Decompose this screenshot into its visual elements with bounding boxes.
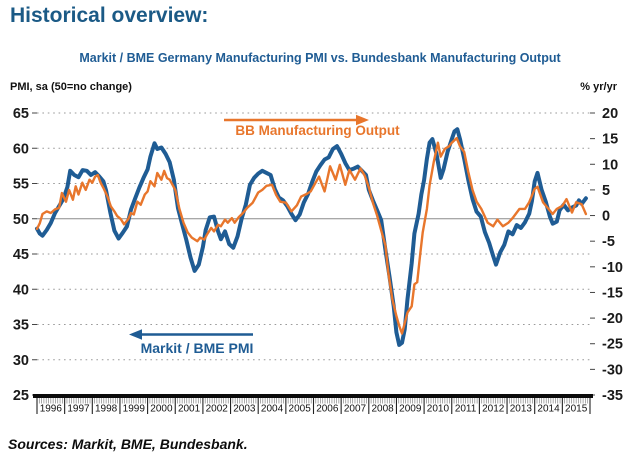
x-tick-label: 2001 (178, 404, 201, 415)
annotation-arrows (129, 114, 369, 340)
x-tick-label: 1996 (40, 404, 63, 415)
right-tick-label: -30 (602, 362, 623, 378)
axes: 65605550454035302520151050-5-10-15-20-25… (13, 106, 623, 415)
left-tick-label: 45 (13, 247, 29, 263)
x-tick-label: 2011 (455, 404, 477, 415)
right-tick-label: -25 (602, 337, 623, 353)
sources-note: Sources: Markit, BME, Bundesbank. (8, 436, 248, 452)
right-tick-label: -5 (602, 234, 615, 250)
right-tick-label: 15 (602, 132, 618, 148)
right-tick-label: -35 (602, 388, 623, 404)
x-tick-label: 2012 (482, 404, 505, 415)
right-tick-label: 5 (602, 183, 610, 199)
pmi-arrowhead-icon (129, 329, 142, 340)
x-tick-label: 1997 (67, 404, 90, 415)
x-tick-label: 2007 (344, 404, 367, 415)
x-tick-label: 2005 (289, 404, 312, 415)
x-tick-label: 2006 (316, 404, 339, 415)
x-tick-label: 2009 (399, 404, 422, 415)
left-tick-label: 35 (13, 318, 29, 334)
x-tick-label: 2002 (206, 404, 229, 415)
bb-output-annotation-label: BB Manufacturing Output (235, 123, 400, 138)
pmi-line (35, 127, 588, 347)
output-line (35, 136, 588, 335)
right-tick-label: -20 (602, 311, 623, 327)
chart-title: Markit / BME Germany Manufacturing PMI v… (79, 51, 561, 65)
left-tick-label: 40 (13, 282, 29, 298)
x-tick-label: 2015 (565, 404, 588, 415)
right-tick-label: -10 (602, 260, 623, 276)
x-tick-label: 2013 (510, 404, 533, 415)
left-axis-title: PMI, sa (50=no change) (10, 81, 132, 93)
x-tick-label: 2010 (427, 404, 450, 415)
page-title: Historical overview: (10, 4, 209, 27)
x-tick-label: 2003 (233, 404, 256, 415)
bb-output-arrowhead-icon (356, 114, 369, 126)
pmi-annotation-label: Markit / BME PMI (140, 340, 254, 356)
left-tick-label: 30 (13, 353, 29, 369)
right-tick-label: 10 (602, 157, 618, 173)
x-tick-label: 2000 (150, 404, 173, 415)
right-tick-label: 0 (602, 209, 610, 225)
left-tick-label: 25 (13, 388, 29, 404)
series-group (35, 127, 588, 347)
left-tick-label: 65 (13, 106, 29, 122)
right-tick-label: 20 (602, 106, 618, 122)
right-tick-label: -15 (602, 285, 623, 301)
x-tick-label: 2004 (261, 404, 284, 415)
right-axis-title: % yr/yr (580, 81, 617, 93)
x-tick-label: 1998 (95, 404, 118, 415)
left-tick-label: 55 (13, 177, 29, 193)
x-tick-label: 2014 (537, 404, 560, 415)
x-tick-label: 2008 (372, 404, 395, 415)
x-tick-label: 1999 (123, 404, 146, 415)
left-tick-label: 50 (13, 212, 29, 228)
left-tick-label: 60 (13, 141, 29, 157)
